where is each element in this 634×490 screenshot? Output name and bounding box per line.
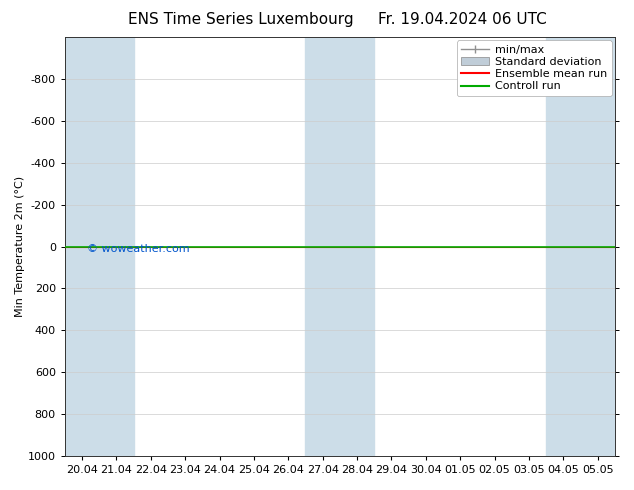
Bar (546, 37, 615, 456)
Text: © woweather.com: © woweather.com (87, 245, 190, 254)
Y-axis label: Min Temperature 2m (°C): Min Temperature 2m (°C) (15, 176, 25, 317)
Bar (306, 37, 374, 456)
Bar (65, 37, 134, 456)
Text: ENS Time Series Luxembourg: ENS Time Series Luxembourg (128, 12, 354, 27)
Legend: min/max, Standard deviation, Ensemble mean run, Controll run: min/max, Standard deviation, Ensemble me… (457, 40, 612, 96)
Text: Fr. 19.04.2024 06 UTC: Fr. 19.04.2024 06 UTC (378, 12, 547, 27)
